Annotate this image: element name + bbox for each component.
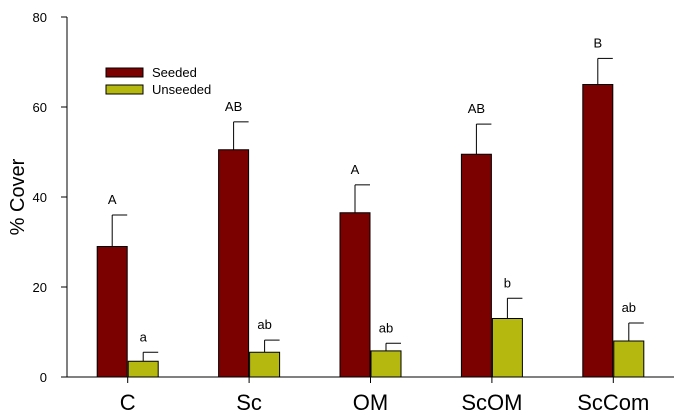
significance-label: ab [622, 300, 636, 315]
legend-swatch [105, 67, 144, 78]
x-tick-label: ScOM [461, 390, 522, 415]
bar [491, 318, 523, 378]
significance-label: b [504, 275, 511, 290]
significance-label: A [351, 162, 360, 177]
legend-label: Unseeded [152, 82, 211, 97]
legend-label: Seeded [152, 65, 197, 80]
x-tick-label: ScCom [577, 390, 649, 415]
significance-label: AB [468, 101, 485, 116]
y-axis-title: % Cover [7, 158, 29, 235]
bar [127, 360, 159, 378]
significance-label: ab [379, 320, 393, 335]
significance-label: AB [225, 99, 242, 114]
bar [96, 246, 128, 378]
legend: Seeded Unseeded [105, 65, 211, 97]
significance-label: a [140, 329, 148, 344]
x-tick-label: Sc [236, 390, 262, 415]
bar [582, 84, 614, 378]
x-tick-label: OM [353, 390, 388, 415]
significance-label: A [108, 192, 117, 207]
chart-marks: Aa AB ab Aab AB b Bab [96, 35, 645, 378]
y-tick-label: 40 [33, 190, 47, 205]
bar [613, 340, 645, 378]
bar [249, 351, 281, 378]
x-tick-label: C [120, 390, 136, 415]
y-tick-label: 20 [33, 280, 47, 295]
legend-swatch [105, 84, 144, 95]
bar [218, 149, 250, 378]
significance-label: B [593, 35, 602, 50]
y-tick-label: 0 [40, 370, 47, 385]
bar [339, 212, 371, 378]
y-tick-label: 60 [33, 100, 47, 115]
significance-label: ab [257, 317, 271, 332]
bar [370, 350, 402, 378]
y-tick-label: 80 [33, 10, 47, 25]
bar [460, 153, 492, 378]
